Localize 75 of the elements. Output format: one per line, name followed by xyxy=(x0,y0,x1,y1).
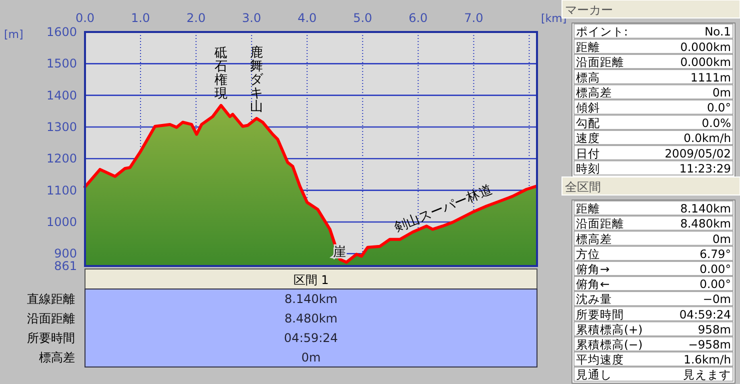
text: No.1 xyxy=(704,24,731,39)
x-tick-label: 0.0 xyxy=(75,11,95,25)
text: 0.00° xyxy=(700,277,731,292)
text: 距離 xyxy=(576,40,600,54)
y-axis-title: [m] xyxy=(4,28,24,41)
text: 所要時間 xyxy=(27,330,75,345)
text: 8.480km xyxy=(284,311,338,326)
text: 直線距離 xyxy=(27,292,75,306)
text: 11:23:29 xyxy=(679,162,731,176)
text: 所要時間 xyxy=(576,307,624,322)
text: 04:59:24 xyxy=(284,330,338,345)
text: 0.0% xyxy=(702,116,732,130)
text: 標高差 xyxy=(576,86,612,100)
text: 0.000km xyxy=(680,40,731,54)
text: 沿面距離 xyxy=(27,311,75,326)
annotation: 剣山スーパー林道 xyxy=(392,182,494,236)
text: 全区間 xyxy=(565,180,601,194)
annotation: 崖 xyxy=(333,245,346,260)
text: 速度 xyxy=(576,131,600,146)
text: 累積標高(−) xyxy=(576,338,643,352)
y-tick-label: 1100 xyxy=(46,183,77,198)
y-tick-label: 1300 xyxy=(46,120,77,134)
text: 俯角← xyxy=(576,277,610,292)
text: 累積標高(+) xyxy=(576,322,643,336)
text: 標高 xyxy=(576,70,600,84)
y-tick-label: 1400 xyxy=(46,88,77,102)
text: 見えます xyxy=(683,368,731,382)
text: 俯角→ xyxy=(576,262,610,276)
text: 沿面距離 xyxy=(576,216,624,231)
text: 平均速度 xyxy=(576,352,624,367)
text: 標高差 xyxy=(576,232,612,246)
y-tick-label: 900 xyxy=(54,246,77,261)
text: 1.6km/h xyxy=(684,352,731,367)
text: 1111m xyxy=(690,70,731,84)
x-tick-label: 1.0 xyxy=(130,11,150,25)
text: マーカー xyxy=(565,3,613,17)
text: 8.140km xyxy=(284,292,338,306)
text: −0m xyxy=(702,292,731,306)
text: −958m xyxy=(688,338,731,352)
text: 0.00° xyxy=(700,262,731,276)
text: 0.0° xyxy=(706,100,731,115)
text: 沿面距離 xyxy=(576,55,624,70)
text: 日付 xyxy=(576,146,600,160)
text: 見通し xyxy=(576,368,612,382)
text: 0m xyxy=(712,232,731,246)
text: 傾斜 xyxy=(576,100,600,115)
x-tick-label: 4.0 xyxy=(298,11,317,25)
text: 0.0km/h xyxy=(684,131,731,146)
x-tick-label: 2.0 xyxy=(186,11,206,25)
text: 0m xyxy=(301,350,321,364)
text: 6.79° xyxy=(700,246,731,261)
text: 8.140km xyxy=(680,202,731,216)
text: 0.000km xyxy=(680,55,731,70)
text: 時刻 xyxy=(576,162,600,176)
text: 勾配 xyxy=(576,116,600,130)
y-tick-label: 861 xyxy=(54,259,77,273)
text: 0m xyxy=(712,86,731,100)
y-tick-label: 1000 xyxy=(46,214,77,229)
text: 区間 1 xyxy=(293,273,329,287)
x-tick-label: 7.0 xyxy=(464,11,484,25)
x-tick-label: 3.0 xyxy=(242,11,262,25)
text: 沈み量 xyxy=(576,292,612,306)
text: 方位 xyxy=(576,246,600,261)
text: 04:59:24 xyxy=(679,307,731,322)
y-tick-label: 1600 xyxy=(46,25,77,39)
text: ポイント: xyxy=(576,24,628,39)
text: 958m xyxy=(698,322,731,336)
x-tick-label: 5.0 xyxy=(353,11,372,25)
x-tick-label: 6.0 xyxy=(408,11,428,25)
text: 2009/05/02 xyxy=(664,146,731,160)
y-tick-label: 1200 xyxy=(46,152,77,166)
text: 距離 xyxy=(576,202,600,216)
y-tick-label: 1500 xyxy=(46,56,77,71)
text: 8.480km xyxy=(680,216,731,231)
text: 標高差 xyxy=(39,350,75,364)
